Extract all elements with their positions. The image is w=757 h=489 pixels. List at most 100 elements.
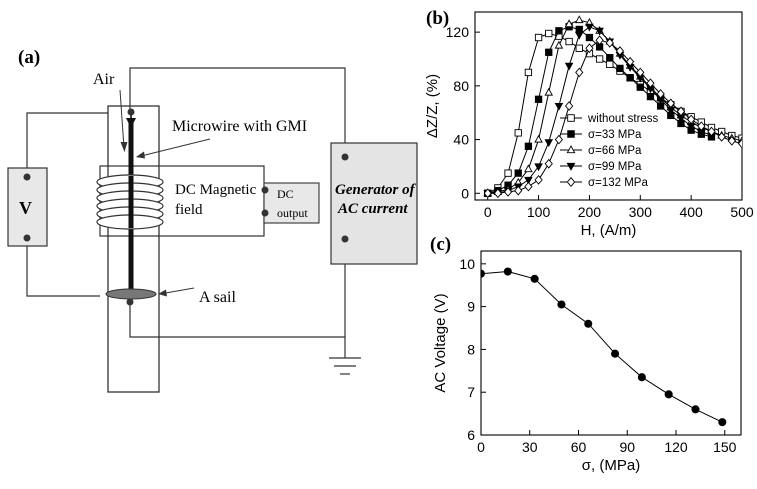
data-point bbox=[646, 78, 655, 89]
y-tick-label: 120 bbox=[446, 24, 470, 40]
legend-marker bbox=[566, 145, 576, 154]
voltmeter-bottom-wire bbox=[26, 238, 100, 297]
panel-a-schematic: (a) DC Magnetic field DC output bbox=[7, 47, 418, 393]
data-point bbox=[524, 176, 533, 185]
data-point bbox=[524, 181, 533, 192]
x-tick-label: 0 bbox=[477, 439, 485, 455]
data-point bbox=[504, 169, 512, 177]
data-point bbox=[534, 175, 543, 185]
air-pointer-head bbox=[120, 142, 128, 152]
data-point bbox=[664, 390, 673, 399]
x-tick-label: 0 bbox=[484, 204, 492, 220]
data-point bbox=[574, 31, 584, 40]
dc-output-terminal-2 bbox=[261, 209, 269, 217]
data-point bbox=[554, 40, 564, 49]
data-point bbox=[646, 92, 655, 101]
sail-pointer-head bbox=[158, 289, 167, 297]
data-point bbox=[534, 163, 543, 172]
data-point bbox=[481, 269, 486, 278]
panel-b-label: (b) bbox=[426, 8, 449, 29]
x-tick-label: 90 bbox=[619, 439, 635, 455]
plot-frame bbox=[474, 11, 743, 201]
data-point bbox=[605, 38, 614, 48]
generator-box bbox=[330, 142, 418, 265]
data-point bbox=[503, 187, 513, 197]
data-point bbox=[666, 98, 675, 109]
data-point bbox=[574, 15, 584, 24]
legend-label: σ=132 MPa bbox=[588, 177, 648, 189]
data-point bbox=[595, 27, 604, 36]
data-point bbox=[615, 46, 625, 56]
legend-label: σ=99 MPa bbox=[588, 161, 642, 173]
y-tick-label: 9 bbox=[467, 299, 475, 315]
data-point bbox=[575, 67, 584, 78]
data-point bbox=[545, 29, 553, 38]
legend-marker bbox=[567, 114, 575, 122]
voltmeter bbox=[7, 167, 48, 247]
voltmeter-label: V bbox=[19, 198, 32, 218]
air-label: Air bbox=[93, 71, 115, 88]
data-point bbox=[524, 164, 533, 173]
data-point bbox=[554, 102, 564, 111]
data-point bbox=[636, 83, 644, 91]
data-point bbox=[545, 48, 553, 56]
data-point bbox=[606, 54, 614, 62]
data-point bbox=[737, 138, 742, 149]
data-point bbox=[554, 134, 564, 145]
data-point bbox=[585, 23, 594, 32]
x-tick-label: 120 bbox=[664, 439, 688, 455]
y-tick-label: 8 bbox=[467, 341, 475, 357]
dc-output-label-2: output bbox=[277, 206, 308, 220]
data-point bbox=[687, 114, 696, 125]
panel-a-label: (a) bbox=[18, 47, 40, 68]
dc-magnetic-label: DC Magnetic bbox=[175, 182, 257, 198]
data-point bbox=[544, 139, 554, 148]
x-tick-label: 200 bbox=[578, 204, 602, 220]
plot-frame bbox=[480, 250, 742, 436]
dc-output-box bbox=[263, 182, 320, 224]
panel-b-chart: (b) 0 100 200 300 400 500 0 40 80 120 H, (A/m) ΔZ/Z… bbox=[424, 8, 754, 239]
generator-label-2: AC current bbox=[337, 201, 408, 217]
series-line-0 bbox=[481, 270, 723, 423]
dc-output-label-1: DC bbox=[277, 187, 294, 201]
data-point bbox=[524, 68, 533, 77]
data-point bbox=[493, 188, 502, 199]
data-point bbox=[564, 101, 574, 111]
y-tick-label: 6 bbox=[467, 427, 475, 443]
data-point bbox=[575, 25, 583, 34]
y-tick-label: 0 bbox=[461, 185, 469, 201]
y-tick-label: 80 bbox=[453, 78, 469, 94]
generator-terminal-1 bbox=[341, 153, 349, 161]
data-point bbox=[514, 169, 522, 177]
y-axis-label: AC Voltage (V) bbox=[432, 293, 449, 392]
data-point bbox=[656, 89, 665, 99]
field-label: field bbox=[175, 202, 203, 218]
x-tick-label: 60 bbox=[571, 439, 587, 455]
data-point bbox=[584, 319, 593, 328]
data-point bbox=[524, 142, 533, 150]
legend-label: σ=33 MPa bbox=[588, 129, 642, 141]
data-point bbox=[616, 64, 624, 73]
x-tick-label: 100 bbox=[527, 204, 551, 220]
legend-marker bbox=[566, 162, 576, 171]
x-tick-label: 150 bbox=[713, 439, 737, 455]
y-axis-label: ΔZ/Z, (%) bbox=[424, 74, 441, 138]
data-point bbox=[636, 67, 645, 78]
wire-bottom-terminal bbox=[126, 298, 134, 306]
microwire-label: Microwire with GMI bbox=[172, 118, 307, 135]
data-point bbox=[534, 95, 543, 103]
panel-c-chart: (c) 0 30 60 90 120 150 6 7 8 9 10 σ, (MPa) AC Voltag… bbox=[430, 234, 742, 474]
data-point bbox=[575, 44, 583, 52]
data-point bbox=[691, 405, 700, 414]
x-tick-label: 400 bbox=[679, 204, 703, 220]
dc-output-terminal-1 bbox=[261, 186, 269, 194]
data-point bbox=[544, 87, 554, 96]
panel-c-label: (c) bbox=[430, 234, 451, 255]
wire-top-terminal bbox=[127, 108, 135, 116]
bottom-wire bbox=[129, 240, 346, 338]
data-point bbox=[637, 373, 646, 382]
top-wire bbox=[129, 67, 346, 156]
y-tick-label: 7 bbox=[467, 384, 475, 400]
data-point bbox=[514, 185, 523, 196]
